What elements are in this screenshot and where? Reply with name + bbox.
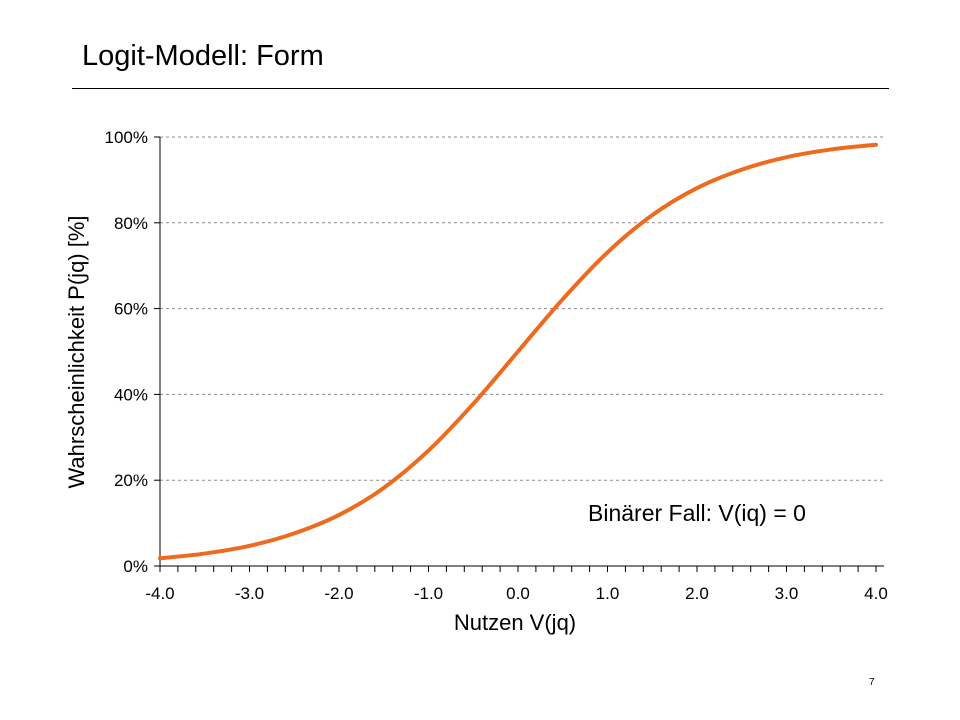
x-tick-label: -3.0 xyxy=(235,584,264,603)
grid-lines xyxy=(160,136,884,481)
x-tick-label: -2.0 xyxy=(324,584,353,603)
x-tick-label: -1.0 xyxy=(414,584,443,603)
series-layer xyxy=(158,142,878,561)
page-number: 7 xyxy=(869,677,875,688)
x-tick-label: -4.0 xyxy=(145,584,174,603)
y-tick-label: 40% xyxy=(114,385,148,404)
y-tick-label: 0% xyxy=(123,557,148,576)
logit-curve-line xyxy=(158,142,878,561)
x-tick-label: 1.0 xyxy=(596,584,620,603)
y-tick-label: 60% xyxy=(114,300,148,319)
x-tick-label: 3.0 xyxy=(775,584,799,603)
y-tick-label: 80% xyxy=(114,214,148,233)
x-tick-labels: -4.0 -3.0 -2.0 -1.0 0.0 1.0 2.0 3.0 4.0 xyxy=(145,584,887,603)
x-axis-title: Nutzen V(jq) xyxy=(454,610,576,635)
slide-title: Logit-Modell: Form xyxy=(82,40,324,72)
y-tick-label: 20% xyxy=(114,471,148,490)
binary-case-annotation: Binärer Fall: V(iq) = 0 xyxy=(588,500,806,526)
y-tick-labels: 0% 20% 40% 60% 80% 100% xyxy=(105,128,148,576)
y-tick-label: 100% xyxy=(105,128,148,147)
y-axis-title: Wahrscheinlichkeit P(jq) [%] xyxy=(64,215,89,488)
title-divider xyxy=(72,88,889,89)
x-tick-label: 0.0 xyxy=(506,584,530,603)
x-tick-label: 2.0 xyxy=(685,584,709,603)
x-tick-label: 4.0 xyxy=(864,584,888,603)
axes xyxy=(154,136,884,572)
